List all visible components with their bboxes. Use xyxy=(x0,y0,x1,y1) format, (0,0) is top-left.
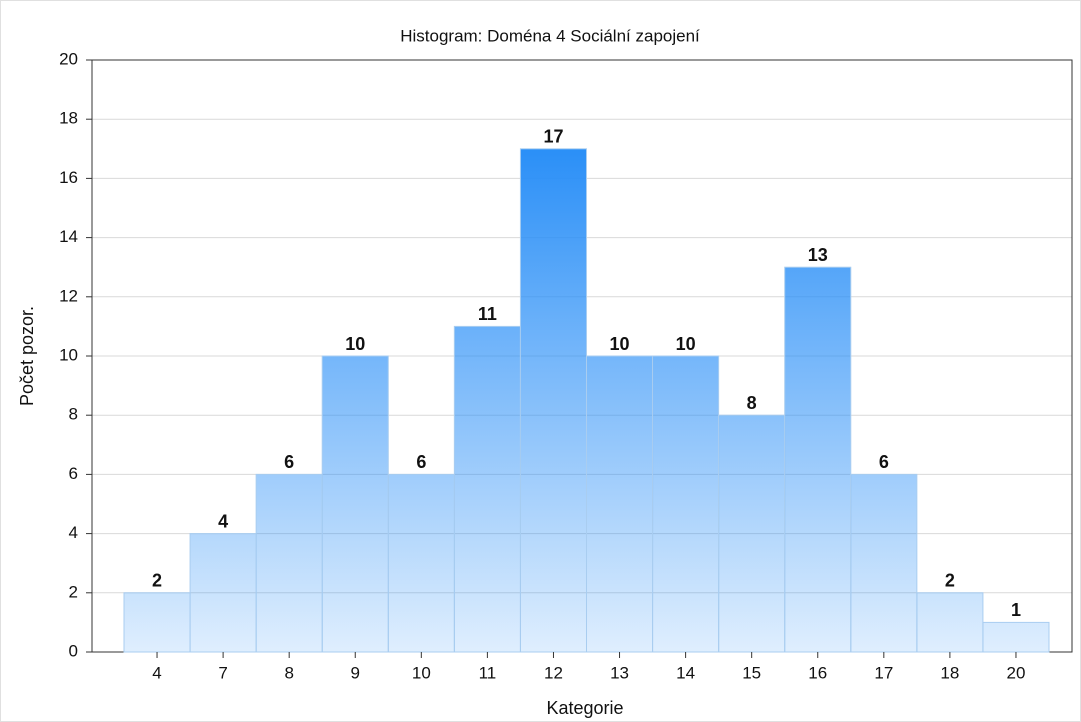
x-tick-label: 9 xyxy=(351,663,360,682)
bar xyxy=(189,533,257,653)
bar xyxy=(652,355,720,653)
y-tick-label: 4 xyxy=(69,523,78,542)
data-label: 2 xyxy=(945,571,955,591)
x-tick-label: 18 xyxy=(940,663,959,682)
y-tick-label: 18 xyxy=(59,109,78,128)
data-label: 10 xyxy=(345,334,365,354)
data-label: 6 xyxy=(879,452,889,472)
data-label: 1 xyxy=(1011,600,1021,620)
data-label: 11 xyxy=(478,304,497,324)
y-tick-label: 10 xyxy=(59,345,78,364)
x-tick-label: 16 xyxy=(808,663,827,682)
y-tick-label: 16 xyxy=(59,168,78,187)
y-tick-label: 0 xyxy=(69,641,78,660)
x-tick-label: 12 xyxy=(544,663,563,682)
bar xyxy=(784,266,852,653)
data-label: 17 xyxy=(543,127,563,147)
x-tick-label: 14 xyxy=(676,663,695,682)
x-tick-label: 11 xyxy=(479,663,497,682)
x-tick-label: 8 xyxy=(284,663,293,682)
bar xyxy=(123,592,191,653)
y-tick-label: 6 xyxy=(69,464,78,483)
bar xyxy=(718,414,786,653)
bar xyxy=(850,473,918,653)
bar xyxy=(916,592,984,653)
chart-title: Histogram: Doména 4 Sociální zapojení xyxy=(400,26,700,45)
y-tick-label: 20 xyxy=(59,49,78,68)
data-label: 2 xyxy=(152,571,162,591)
x-axis-label: Kategorie xyxy=(546,698,623,718)
bar xyxy=(982,621,1050,653)
data-label: 6 xyxy=(284,452,294,472)
x-tick-label: 4 xyxy=(152,663,161,682)
x-tick-label: 10 xyxy=(412,663,431,682)
x-tick-label: 17 xyxy=(874,663,893,682)
y-tick-label: 12 xyxy=(59,286,78,305)
bar xyxy=(586,355,654,653)
y-tick-label: 8 xyxy=(69,405,78,424)
y-axis-label: Počet pozor. xyxy=(17,306,37,406)
data-label: 10 xyxy=(610,334,630,354)
y-tick-label: 2 xyxy=(69,582,78,601)
data-label: 13 xyxy=(808,245,828,265)
data-label: 10 xyxy=(676,334,696,354)
data-label: 6 xyxy=(416,452,426,472)
x-tick-label: 7 xyxy=(218,663,227,682)
x-tick-label: 20 xyxy=(1007,663,1026,682)
bar xyxy=(321,355,389,653)
data-label: 8 xyxy=(747,393,757,413)
data-label: 4 xyxy=(218,511,228,531)
bar xyxy=(387,473,455,653)
bar xyxy=(519,148,588,653)
bar xyxy=(255,473,323,653)
bar xyxy=(453,325,521,653)
y-tick-label: 14 xyxy=(59,227,78,246)
x-tick-label: 13 xyxy=(610,663,629,682)
x-tick-label: 15 xyxy=(742,663,761,682)
